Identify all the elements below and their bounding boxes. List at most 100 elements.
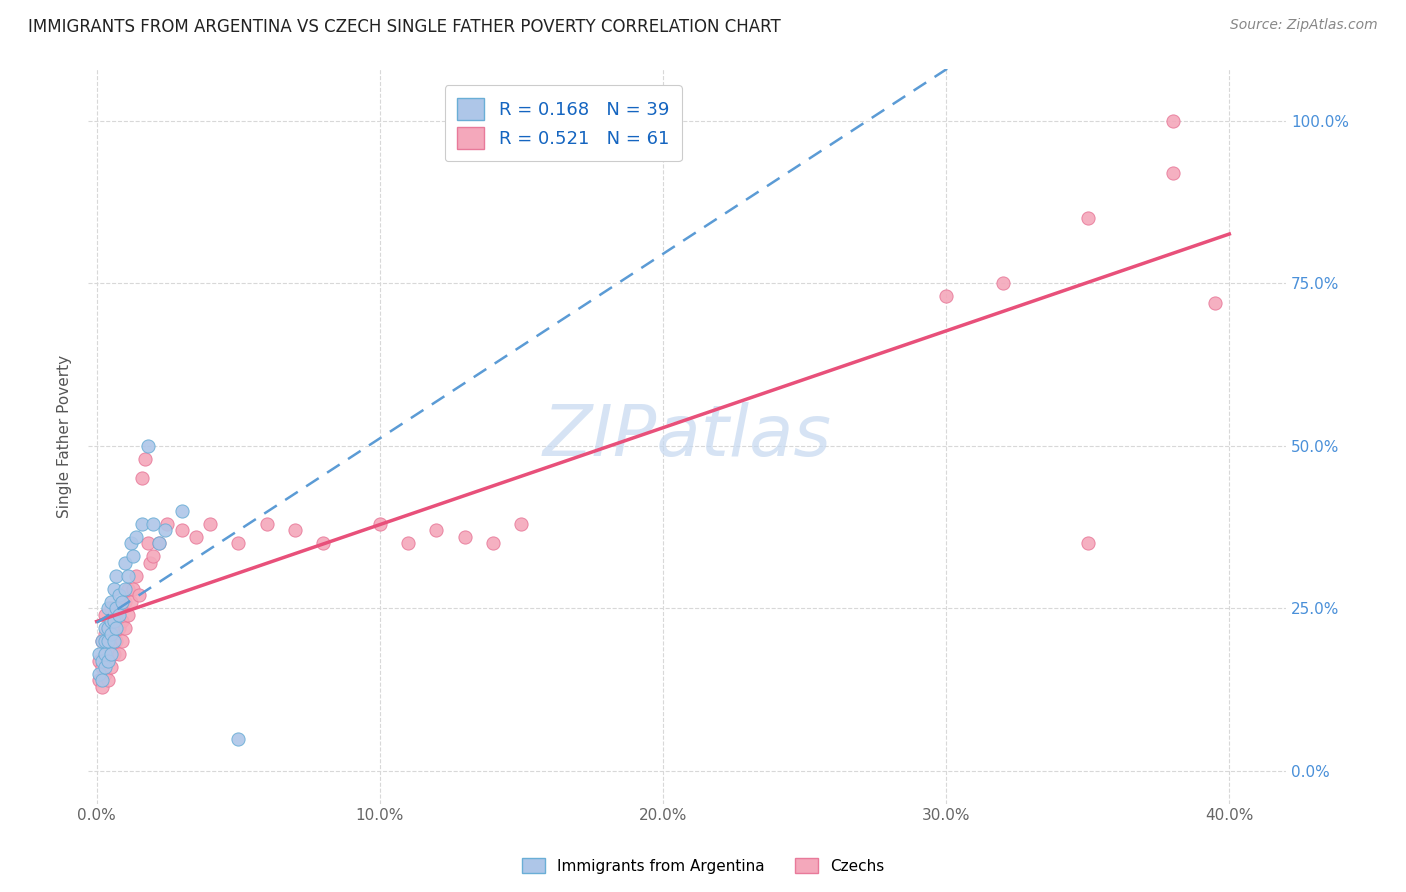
Point <box>91 660 114 674</box>
Point <box>94 647 117 661</box>
Point <box>131 516 153 531</box>
Point <box>111 595 134 609</box>
Legend: R = 0.168   N = 39, R = 0.521   N = 61: R = 0.168 N = 39, R = 0.521 N = 61 <box>444 85 682 161</box>
Point <box>131 471 153 485</box>
Point <box>100 595 122 609</box>
Point <box>91 634 114 648</box>
Point <box>97 634 120 648</box>
Point <box>153 524 176 538</box>
Point <box>1077 536 1099 550</box>
Point <box>117 569 139 583</box>
Text: ZIPatlas: ZIPatlas <box>543 401 831 471</box>
Point <box>136 536 159 550</box>
Point <box>91 653 114 667</box>
Point <box>97 601 120 615</box>
Point <box>100 615 122 629</box>
Point <box>100 660 122 674</box>
Text: IMMIGRANTS FROM ARGENTINA VS CZECH SINGLE FATHER POVERTY CORRELATION CHART: IMMIGRANTS FROM ARGENTINA VS CZECH SINGL… <box>28 18 780 36</box>
Point <box>108 601 131 615</box>
Point <box>156 516 179 531</box>
Point <box>122 549 145 564</box>
Point <box>142 516 165 531</box>
Point <box>312 536 335 550</box>
Point <box>117 607 139 622</box>
Point <box>226 731 249 746</box>
Point <box>122 582 145 596</box>
Point <box>120 595 142 609</box>
Point <box>117 582 139 596</box>
Point <box>482 536 505 550</box>
Point <box>105 615 128 629</box>
Point <box>94 621 117 635</box>
Point <box>114 556 136 570</box>
Point <box>114 582 136 596</box>
Point <box>97 653 120 667</box>
Point <box>125 530 148 544</box>
Point <box>114 621 136 635</box>
Point <box>108 647 131 661</box>
Point <box>91 680 114 694</box>
Point <box>100 601 122 615</box>
Point <box>100 627 122 641</box>
Point <box>91 634 114 648</box>
Point <box>97 653 120 667</box>
Point <box>425 524 447 538</box>
Point <box>89 647 111 661</box>
Point <box>97 621 120 635</box>
Point <box>128 589 150 603</box>
Point <box>139 556 162 570</box>
Point <box>226 536 249 550</box>
Point <box>114 595 136 609</box>
Point <box>510 516 533 531</box>
Point <box>184 530 207 544</box>
Point <box>256 516 278 531</box>
Y-axis label: Single Father Poverty: Single Father Poverty <box>58 354 72 517</box>
Point <box>89 666 111 681</box>
Point <box>105 634 128 648</box>
Point <box>111 634 134 648</box>
Point <box>103 634 125 648</box>
Point <box>108 621 131 635</box>
Point <box>134 451 156 466</box>
Legend: Immigrants from Argentina, Czechs: Immigrants from Argentina, Czechs <box>516 852 890 880</box>
Point <box>100 640 122 655</box>
Point <box>94 607 117 622</box>
Point <box>103 615 125 629</box>
Point <box>142 549 165 564</box>
Point <box>170 524 193 538</box>
Point <box>108 589 131 603</box>
Text: Source: ZipAtlas.com: Source: ZipAtlas.com <box>1230 18 1378 32</box>
Point <box>1204 295 1226 310</box>
Point <box>94 634 117 648</box>
Point <box>454 530 477 544</box>
Point <box>170 504 193 518</box>
Point <box>89 673 111 687</box>
Point <box>935 289 957 303</box>
Point <box>198 516 221 531</box>
Point <box>1077 211 1099 226</box>
Point <box>148 536 170 550</box>
Point <box>97 621 120 635</box>
Point <box>284 524 307 538</box>
Point <box>89 653 111 667</box>
Point <box>105 621 128 635</box>
Point <box>1161 113 1184 128</box>
Point <box>105 601 128 615</box>
Point <box>103 647 125 661</box>
Point <box>105 569 128 583</box>
Point <box>125 569 148 583</box>
Point <box>368 516 391 531</box>
Point <box>120 536 142 550</box>
Point <box>103 627 125 641</box>
Point <box>103 582 125 596</box>
Point <box>148 536 170 550</box>
Point <box>91 673 114 687</box>
Point <box>111 615 134 629</box>
Point <box>396 536 419 550</box>
Point <box>94 647 117 661</box>
Point <box>103 607 125 622</box>
Point <box>991 276 1014 290</box>
Point <box>94 627 117 641</box>
Point <box>94 666 117 681</box>
Point <box>108 607 131 622</box>
